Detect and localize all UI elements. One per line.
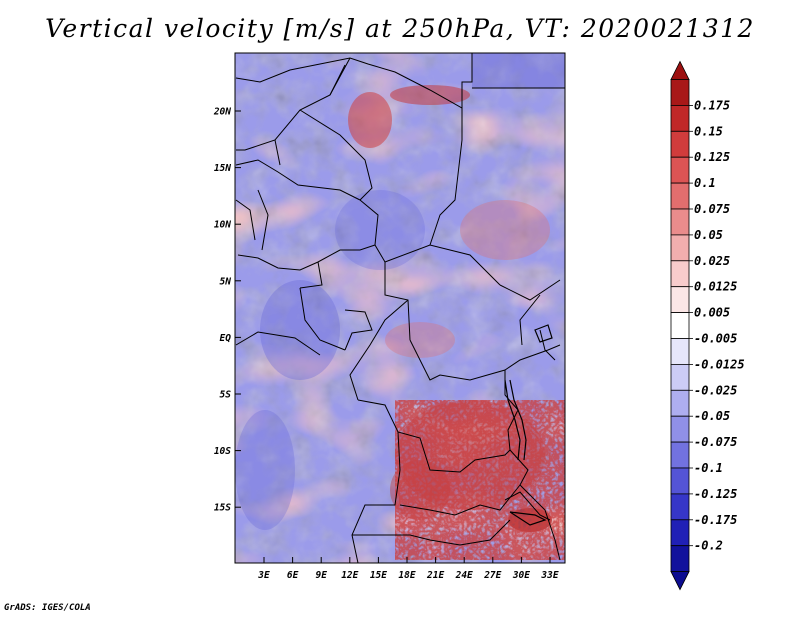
- colorbar-label: 0.125: [694, 150, 730, 164]
- lat-tick-label: 20N: [213, 107, 231, 118]
- colorbar-swatch: [670, 260, 690, 288]
- colorbar-label: -0.025: [694, 383, 737, 397]
- colorbar-label: -0.05: [694, 409, 730, 423]
- lat-tick-label: 5N: [220, 276, 232, 287]
- colorbar-swatch: [670, 467, 690, 495]
- colorbar-label: 0.005: [694, 306, 730, 320]
- colorbar-label: -0.125: [694, 487, 737, 501]
- colorbar-top-arrow: [670, 60, 690, 80]
- colorbar-swatch: [670, 130, 690, 158]
- colorbar-label: -0.175: [694, 513, 737, 527]
- colorbar-swatch: [670, 338, 690, 365]
- colorbar-swatch: [670, 389, 690, 417]
- longitude-axis: 3E 6E 9E 12E 15E 18E 21E 24E 27E 30E 33E: [257, 557, 559, 581]
- map-title: Vertical velocity [m/s] at 250hPa, VT: 2…: [45, 14, 755, 43]
- colorbar-swatch: [670, 105, 690, 132]
- colorbar-swatch: [670, 441, 690, 469]
- lat-tick-label: EQ: [220, 333, 232, 344]
- lon-tick-label: 33E: [540, 570, 558, 581]
- lon-tick-label: 27E: [483, 570, 501, 581]
- colorbar-swatch: [670, 208, 690, 236]
- velocity-field: [235, 53, 565, 563]
- colorbar-bottom-arrow: [670, 571, 690, 591]
- lon-tick-label: 18E: [398, 570, 415, 581]
- colorbar-label: 0.075: [694, 202, 730, 216]
- colorbar-swatch: [670, 519, 690, 547]
- colorbar-swatch: [670, 312, 690, 339]
- lat-tick-label: 10N: [214, 220, 231, 231]
- colorbar-swatch: [670, 545, 690, 573]
- colorbar-label: -0.1: [694, 461, 723, 475]
- colorbar-label: -0.2: [694, 539, 723, 553]
- grads-credit: GrADS: IGES/COLA: [4, 603, 91, 613]
- colorbar-label: 0.15: [694, 124, 723, 138]
- colorbar-swatch: [670, 493, 690, 521]
- lon-tick-label: 24E: [455, 570, 473, 581]
- lat-tick-label: 5S: [220, 390, 232, 401]
- colorbar-label: 0.175: [694, 98, 730, 112]
- lon-tick-label: 6E: [287, 570, 299, 581]
- colorbar-swatch: [670, 234, 690, 262]
- lakes: [504, 324, 553, 526]
- colorbar-label: 0.025: [694, 254, 730, 268]
- map-frame: [234, 52, 566, 564]
- lon-tick-label: 12E: [341, 570, 358, 581]
- colorbar-label: -0.005: [694, 332, 737, 346]
- lon-tick-label: 21E: [426, 570, 444, 581]
- lon-tick-label: 9E: [315, 570, 327, 581]
- colorbar-swatch: [670, 156, 690, 184]
- lat-tick-label: 15N: [214, 163, 231, 174]
- colorbar-swatch: [670, 363, 690, 391]
- colorbar-label: -0.0125: [694, 357, 745, 371]
- colorbar-swatch: [670, 182, 690, 210]
- lon-tick-label: 15E: [370, 570, 387, 581]
- colorbar-swatch: [670, 79, 690, 106]
- lat-tick-label: 15S: [214, 503, 231, 514]
- colorbar-label: -0.075: [694, 435, 737, 449]
- colorbar-swatch: [670, 286, 690, 314]
- latitude-axis: 20N 15N 10N 5N EQ 5S 10S 15S: [213, 107, 241, 514]
- colorbar-swatch: [670, 415, 690, 443]
- country-borders: [235, 53, 565, 563]
- colorbar-label: 0.0125: [694, 280, 737, 294]
- lon-tick-label: 3E: [257, 570, 270, 581]
- lon-tick-label: 30E: [512, 570, 530, 581]
- colorbar-label: 0.05: [694, 228, 723, 242]
- colorbar: 0.175 0.15 0.125 0.1 0.075 0.05 0.025 0.0125 0.0…: [670, 60, 745, 591]
- lat-tick-label: 10S: [214, 446, 231, 457]
- colorbar-label: 0.1: [694, 176, 716, 190]
